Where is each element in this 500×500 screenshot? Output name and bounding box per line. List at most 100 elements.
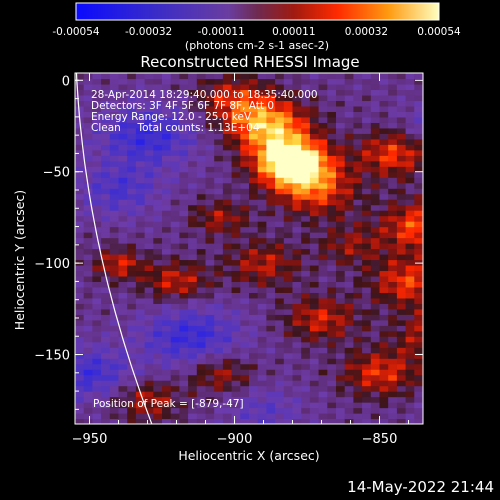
heatmap-cell (309, 341, 320, 348)
heatmap-cell (188, 78, 198, 85)
heatmap-cell (179, 270, 189, 277)
heatmap-cell (101, 297, 111, 304)
heatmap-cell (144, 188, 154, 195)
heatmap-cell (344, 248, 354, 255)
heatmap-cell (353, 407, 363, 414)
heatmap-cell (240, 226, 250, 233)
heatmap-cell (83, 336, 93, 343)
heatmap-cell (205, 336, 215, 343)
heatmap-cell (83, 144, 93, 151)
heatmap-cell (179, 369, 189, 376)
heatmap-cell (153, 270, 163, 277)
heatmap-cell (240, 116, 250, 123)
heatmap-cell (353, 413, 363, 420)
heatmap-cell (162, 237, 172, 244)
heatmap-cell (188, 226, 198, 233)
heatmap-cell (257, 188, 267, 195)
heatmap-cell (214, 171, 224, 178)
heatmap-cell (379, 259, 389, 266)
heatmap-cell (188, 297, 198, 304)
heatmap-cell (362, 171, 372, 178)
heatmap-cell (370, 73, 381, 80)
heatmap-cell (127, 281, 137, 288)
heatmap-cell (318, 314, 328, 321)
heatmap-cell (75, 78, 85, 85)
heatmap-cell (327, 199, 337, 206)
heatmap-cell (205, 270, 215, 277)
heatmap-cell (275, 210, 285, 217)
heatmap-cell (379, 369, 389, 376)
heatmap-cell (396, 336, 407, 343)
heatmap-cell (344, 133, 354, 140)
heatmap-cell (222, 325, 233, 332)
heatmap-cell (135, 418, 146, 424)
heatmap-cell (379, 182, 389, 189)
heatmap-cell (388, 281, 398, 288)
heatmap-cell (109, 369, 120, 376)
heatmap-cell (101, 78, 111, 85)
heatmap-cell (75, 314, 85, 321)
heatmap-cell (101, 138, 111, 145)
heatmap-cell (188, 210, 198, 217)
heatmap-cell (240, 281, 250, 288)
heatmap-cell (327, 281, 337, 288)
heatmap-cell (266, 166, 276, 173)
heatmap-cell (362, 407, 372, 414)
heatmap-cell (249, 407, 259, 414)
heatmap-cell (240, 89, 250, 96)
heatmap-cell (318, 341, 328, 348)
heatmap-cell (144, 94, 154, 102)
heatmap-cell (257, 270, 267, 277)
heatmap-cell (101, 89, 111, 96)
heatmap-cell (379, 111, 389, 118)
heatmap-cell (222, 358, 233, 365)
heatmap-cell (118, 418, 128, 424)
heatmap-cell (283, 232, 294, 239)
heatmap-cell (118, 358, 128, 365)
heatmap-cell (379, 363, 389, 370)
heatmap-cell (214, 330, 224, 337)
heatmap-cell (283, 166, 294, 173)
heatmap-cell (92, 199, 102, 206)
heatmap-cell (336, 73, 346, 80)
heatmap-cell (240, 358, 250, 365)
heatmap-cell (309, 413, 320, 420)
heatmap-cell (414, 89, 423, 96)
heatmap-cell (379, 341, 389, 348)
heatmap-cell (127, 171, 137, 178)
heatmap-cell (301, 89, 311, 96)
heatmap-cell (101, 413, 111, 420)
heatmap-cell (109, 94, 120, 102)
heatmap-cell (205, 253, 215, 261)
heatmap-cell (257, 221, 267, 228)
heatmap-cell (257, 352, 267, 359)
heatmap-cell (170, 155, 180, 162)
heatmap-cell (388, 259, 398, 266)
heatmap-cell (405, 94, 415, 102)
heatmap-cell (179, 111, 189, 118)
heatmap-cell (309, 264, 320, 272)
heatmap-cell (240, 133, 250, 140)
heatmap-cell (344, 199, 354, 206)
heatmap-cell (179, 199, 189, 206)
heatmap-cell (370, 264, 381, 272)
chart-title: Reconstructed RHESSI Image (140, 53, 359, 71)
heatmap-cell (318, 221, 328, 228)
heatmap-cell (362, 232, 372, 239)
heatmap-cell (83, 111, 93, 118)
heatmap-cell (109, 100, 120, 107)
heatmap-cell (414, 352, 423, 359)
heatmap-cell (170, 215, 180, 222)
heatmap-cell (353, 232, 363, 239)
heatmap-cell (362, 243, 372, 250)
heatmap-cell (179, 188, 189, 195)
heatmap-cell (179, 303, 189, 310)
heatmap-cell (405, 160, 415, 167)
heatmap-cell (101, 352, 111, 359)
heatmap-cell (405, 122, 415, 129)
heatmap-cell (101, 232, 111, 239)
heatmap-cell (127, 341, 137, 348)
heatmap-cell (318, 264, 328, 272)
heatmap-cell (405, 292, 415, 299)
heatmap-cell (188, 385, 198, 392)
